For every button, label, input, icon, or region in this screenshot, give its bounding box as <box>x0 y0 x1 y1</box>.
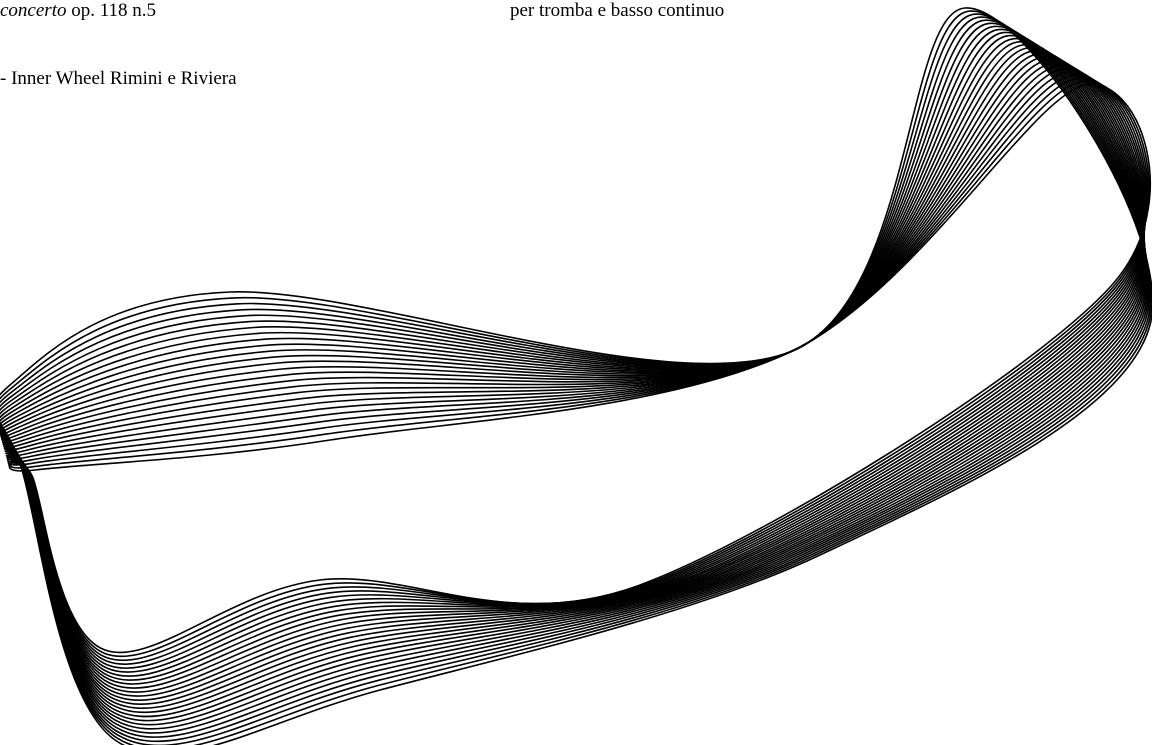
work-italic: concerto <box>0 0 67 21</box>
wave-curve <box>0 41 1146 710</box>
wave-curve <box>0 44 1146 706</box>
wave-curve <box>0 34 1147 718</box>
wave-curve <box>0 16 1151 743</box>
work-title: concerto op. 118 n.5 <box>0 0 156 22</box>
wave-curve <box>0 31 1147 722</box>
wave-curve <box>8 83 1151 654</box>
wave-curve <box>0 10 1152 745</box>
organizer: - Inner Wheel Rimini e Riviera <box>0 68 237 89</box>
wave-curve <box>0 7 1152 745</box>
wave-curve <box>2 53 1145 693</box>
work-rest: op. 118 n.5 <box>71 0 157 21</box>
wave-curve <box>3 59 1146 685</box>
wave-curve <box>1 47 1145 702</box>
wave-curve <box>1 50 1145 697</box>
wave-curve <box>0 13 1152 745</box>
wave-curve <box>8 80 1150 658</box>
wave-curve <box>5 68 1147 673</box>
wave-curve <box>4 62 1146 681</box>
wave-curve <box>0 22 1149 734</box>
wave-curve <box>7 77 1149 662</box>
wave-curve <box>0 19 1150 738</box>
wave-curve <box>3 56 1145 689</box>
wave-curve <box>5 65 1146 677</box>
instrumentation: per tromba e basso continuo <box>510 0 725 21</box>
wave-curve <box>7 74 1148 666</box>
wave-curve <box>6 71 1147 669</box>
wave-curve <box>0 25 1148 730</box>
wave-curve <box>0 37 1146 714</box>
wave-curve <box>0 28 1148 726</box>
